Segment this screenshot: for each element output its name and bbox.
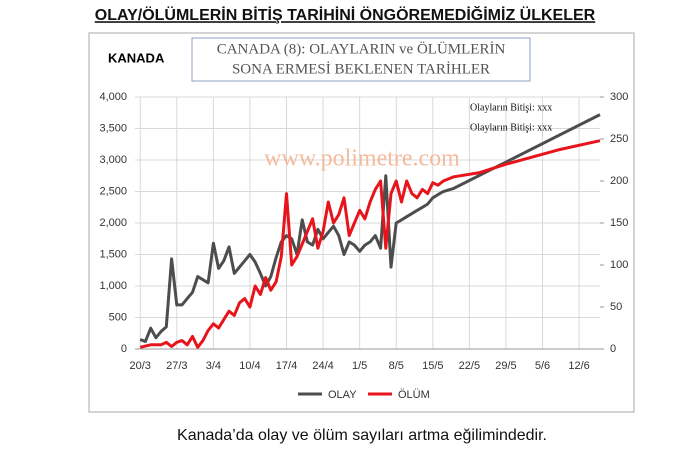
x-tick-label: 20/3 — [130, 360, 151, 372]
y-tick-label: 1,000 — [99, 280, 127, 292]
annotation: Olayların Bitişi: xxx — [470, 102, 552, 113]
x-tick-label: 10/4 — [239, 360, 260, 372]
title-box — [191, 37, 531, 82]
y-tick-label: 0 — [121, 343, 127, 355]
x-tick-label: 24/4 — [312, 360, 333, 372]
x-tick-label: 27/3 — [166, 360, 187, 372]
chart-title: SONA ERMESİ BEKLENEN TARİHLER — [232, 61, 490, 77]
y2-tick-label: 0 — [610, 343, 616, 355]
plot-area: 0 500 1,000 1,500 2,000 2,500 3,000 3,500 4,000 0… — [99, 91, 628, 372]
watermark: www.polimetre.com — [264, 146, 460, 172]
annotation: Olayların Bitişi: xxx — [470, 122, 552, 133]
x-tick-label: 1/5 — [352, 360, 367, 372]
y-tick-label: 3,000 — [99, 154, 127, 166]
legend-label: OLAY — [328, 389, 357, 401]
x-tick-label: 17/4 — [276, 360, 297, 372]
y-tick-label: 500 — [109, 311, 127, 323]
x-tick-label: 8/5 — [389, 360, 404, 372]
y-tick-label: 2,000 — [99, 217, 127, 229]
y2-tick-label: 300 — [610, 91, 628, 103]
y-tick-label: 4,000 — [99, 91, 127, 103]
y2-tick-label: 50 — [610, 301, 622, 313]
legend-label: ÖLÜM — [398, 389, 430, 401]
x-tick-label: 29/5 — [495, 360, 516, 372]
chart-title: CANADA (8): OLAYLARIN ve ÖLÜMLERİN — [217, 40, 506, 57]
x-tick-label: 15/5 — [422, 360, 443, 372]
page-title: OLAY/ÖLÜMLERİN BİTİŞ TARİHİNİ ÖNGÖREMEDİ… — [95, 5, 596, 24]
x-tick-label: 22/5 — [459, 360, 480, 372]
x-tick-label: 5/6 — [535, 360, 550, 372]
x-tick-label: 12/6 — [568, 360, 589, 372]
y2-tick-label: 200 — [610, 175, 628, 187]
y-tick-label: 3,500 — [99, 122, 127, 134]
caption: Kanada’da olay ve ölüm sayıları artma eğ… — [177, 427, 547, 444]
data-line — [139, 139, 601, 349]
y2-tick-label: 250 — [610, 133, 628, 145]
y2-tick-label: 150 — [610, 217, 628, 229]
country-label: KANADA — [108, 50, 165, 65]
y-tick-label: 1,500 — [99, 248, 127, 260]
x-tick-label: 3/4 — [206, 360, 221, 372]
y2-tick-label: 100 — [610, 259, 628, 271]
y-tick-label: 2,500 — [99, 185, 127, 197]
